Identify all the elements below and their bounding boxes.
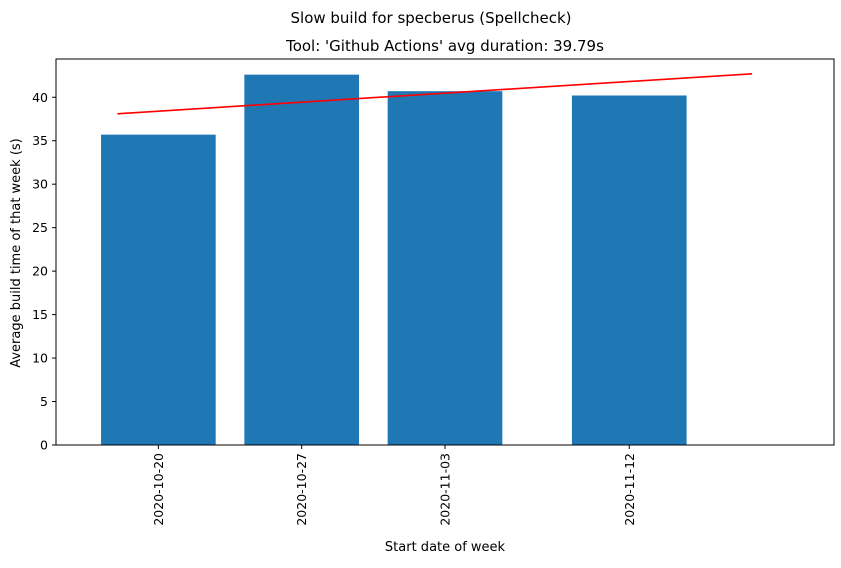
chart-title: Tool: 'Github Actions' avg duration: 39.…	[285, 37, 604, 55]
chart-suptitle: Slow build for specberus (Spellcheck)	[291, 9, 572, 27]
bar	[244, 74, 360, 446]
y-tick-label: 10	[32, 351, 48, 366]
trend-line	[117, 72, 753, 115]
y-tick-label: 25	[32, 220, 48, 235]
y-tick-label: 5	[40, 394, 48, 409]
y-tick-label: 0	[40, 438, 48, 453]
x-tick-label: 2020-11-12	[622, 453, 637, 526]
x-tick-label: 2020-10-27	[294, 453, 309, 526]
y-tick-label: 15	[32, 307, 48, 322]
bar	[571, 95, 687, 445]
y-axis-label: Average build time of that week (s)	[9, 138, 24, 368]
y-tick-label: 20	[32, 264, 48, 279]
plot-area: 0 5 10 15 20 25 30 35 40 2020-10-20 2020-10-27 2020…	[32, 58, 835, 526]
bar	[101, 134, 216, 445]
x-tick-label: 2020-11-03	[438, 453, 453, 526]
x-tick-label: 2020-10-20	[151, 453, 166, 526]
y-tick-label: 35	[32, 133, 48, 148]
y-tick-label: 30	[32, 177, 48, 192]
x-axis-label: Start date of week	[385, 540, 506, 555]
bar	[387, 91, 503, 446]
y-tick-label: 40	[32, 90, 48, 105]
